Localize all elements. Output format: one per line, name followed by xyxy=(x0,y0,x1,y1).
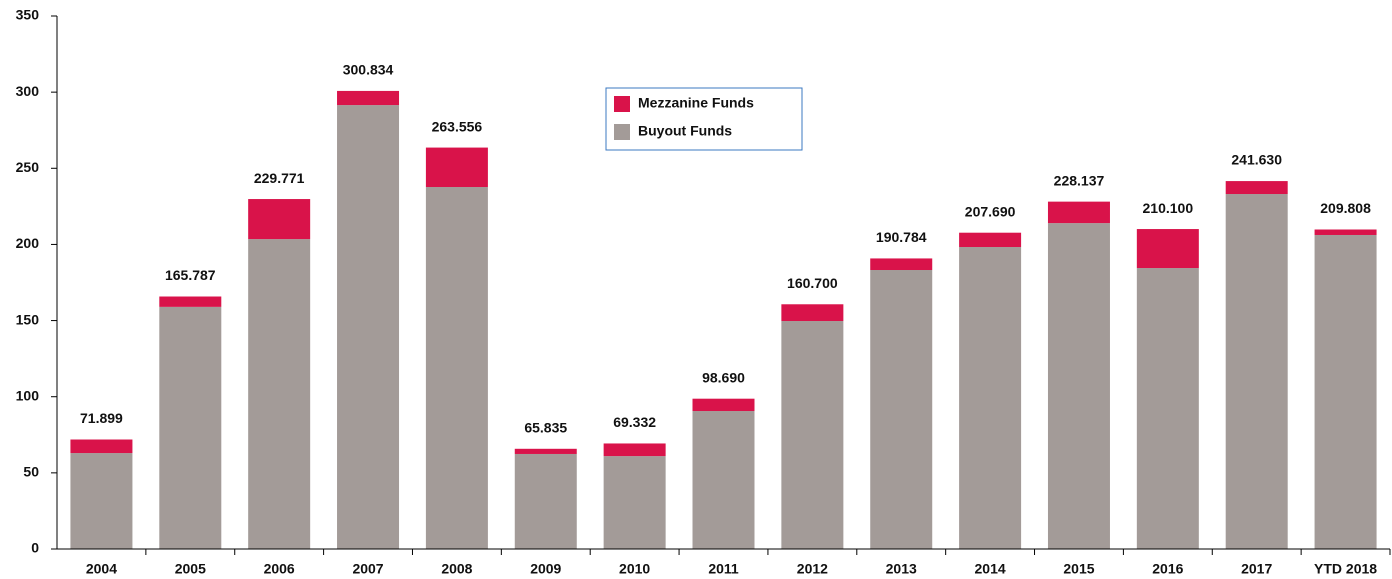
bar-segment xyxy=(692,398,755,412)
bar-segment xyxy=(1225,181,1288,195)
bar-segment xyxy=(159,306,222,549)
legend-box xyxy=(605,87,803,151)
x-tick-label: 2005 xyxy=(175,561,206,577)
bar-segment xyxy=(781,321,844,549)
y-tick-label: 0 xyxy=(31,540,39,556)
x-tick-label: 2013 xyxy=(886,561,917,577)
total-label: 241.630 xyxy=(1231,152,1282,168)
bar-segment xyxy=(70,439,133,454)
x-tick-label: 2009 xyxy=(530,561,561,577)
bar-segment xyxy=(248,199,311,240)
bar-segment xyxy=(1314,234,1377,549)
total-label: 229.771 xyxy=(254,170,305,186)
total-label: 69.332 xyxy=(613,414,656,430)
legend-label: Mezzanine Funds xyxy=(638,95,754,111)
bar-segment xyxy=(425,187,488,550)
bar-segment xyxy=(1136,229,1199,269)
total-label: 209.808 xyxy=(1320,200,1371,216)
x-tick-label: 2011 xyxy=(708,561,739,577)
bar-segment xyxy=(159,296,222,307)
bar-segment xyxy=(959,247,1022,549)
bar-segment xyxy=(1136,268,1199,549)
bar-segment xyxy=(870,258,933,271)
total-label: 98.690 xyxy=(702,369,745,385)
bar-segment xyxy=(514,453,577,549)
bar-segment xyxy=(603,443,666,457)
total-label: 228.137 xyxy=(1054,172,1105,188)
bar-segment xyxy=(337,105,400,549)
bar-segment xyxy=(514,448,577,454)
total-label: 210.100 xyxy=(1143,200,1194,216)
bar-segment xyxy=(959,232,1022,248)
total-label: 207.690 xyxy=(965,203,1016,219)
x-tick-label: 2017 xyxy=(1241,561,1272,577)
total-label: 65.835 xyxy=(524,419,567,435)
x-tick-label: 2015 xyxy=(1063,561,1094,577)
y-tick-label: 100 xyxy=(16,387,40,403)
bar-segment xyxy=(1314,229,1377,235)
total-label: 300.834 xyxy=(343,62,394,78)
legend-swatch xyxy=(614,124,630,140)
y-tick-label: 250 xyxy=(16,159,40,175)
x-tick-label: YTD 2018 xyxy=(1314,561,1377,577)
x-tick-label: 2006 xyxy=(264,561,295,577)
x-tick-label: 2007 xyxy=(352,561,383,577)
total-label: 160.700 xyxy=(787,275,838,291)
bar-segment xyxy=(70,453,133,549)
legend-label: Buyout Funds xyxy=(638,123,732,139)
x-tick-label: 2016 xyxy=(1152,561,1183,577)
bar-segment xyxy=(1047,201,1110,224)
total-label: 71.899 xyxy=(80,410,123,426)
x-tick-label: 2010 xyxy=(619,561,650,577)
total-label: 263.556 xyxy=(432,118,483,134)
y-tick-label: 350 xyxy=(16,7,40,23)
total-label: 190.784 xyxy=(876,229,927,245)
bar-segment xyxy=(1225,194,1288,549)
bar-segment xyxy=(337,90,400,106)
y-tick-label: 200 xyxy=(16,235,40,251)
bar-segment xyxy=(1047,223,1110,549)
x-tick-label: 2008 xyxy=(441,561,472,577)
x-tick-label: 2004 xyxy=(86,561,117,577)
bar-segment xyxy=(603,456,666,549)
total-label: 165.787 xyxy=(165,267,216,283)
x-tick-label: 2014 xyxy=(975,561,1006,577)
bar-segment xyxy=(870,270,933,549)
y-tick-label: 150 xyxy=(16,311,40,327)
legend-swatch xyxy=(614,96,630,112)
x-tick-label: 2012 xyxy=(797,561,828,577)
bar-segment xyxy=(248,239,311,549)
bar-segment xyxy=(425,147,488,188)
y-tick-label: 50 xyxy=(23,464,39,480)
bar-segment xyxy=(692,411,755,549)
y-tick-label: 300 xyxy=(16,83,40,99)
bar-segment xyxy=(781,304,844,322)
